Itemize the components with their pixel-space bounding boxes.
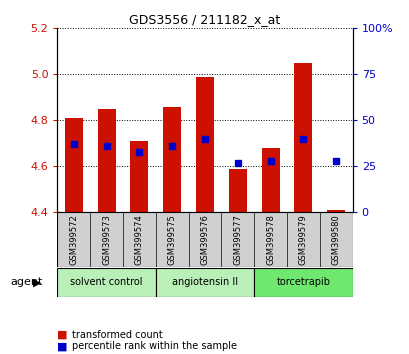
Bar [163, 107, 181, 212]
Text: agent: agent [10, 277, 43, 287]
Text: ■: ■ [57, 330, 68, 339]
Bar [196, 77, 213, 212]
Text: GSM399577: GSM399577 [233, 215, 242, 265]
Bar [228, 169, 246, 212]
Bar [65, 118, 83, 212]
Text: solvent control: solvent control [70, 277, 142, 287]
Text: GSM399575: GSM399575 [167, 215, 176, 265]
Bar [294, 63, 312, 212]
Text: GSM399579: GSM399579 [298, 215, 307, 265]
Text: transformed count: transformed count [72, 330, 162, 339]
Bar [254, 268, 352, 297]
Text: GSM399572: GSM399572 [69, 215, 78, 265]
Text: angiotensin II: angiotensin II [171, 277, 238, 287]
Text: GSM399578: GSM399578 [265, 215, 274, 265]
Bar [155, 268, 254, 297]
Text: GSM399580: GSM399580 [331, 215, 340, 265]
Text: percentile rank within the sample: percentile rank within the sample [72, 341, 236, 351]
Bar [261, 148, 279, 212]
Text: GSM399573: GSM399573 [102, 215, 111, 265]
Title: GDS3556 / 211182_x_at: GDS3556 / 211182_x_at [129, 13, 280, 26]
Bar [57, 268, 155, 297]
Bar [97, 109, 115, 212]
Bar [130, 141, 148, 212]
Bar [326, 210, 344, 212]
Text: ■: ■ [57, 341, 68, 351]
Text: torcetrapib: torcetrapib [276, 277, 330, 287]
Text: GSM399576: GSM399576 [200, 215, 209, 265]
Text: ▶: ▶ [33, 277, 41, 287]
Text: GSM399574: GSM399574 [135, 215, 144, 265]
